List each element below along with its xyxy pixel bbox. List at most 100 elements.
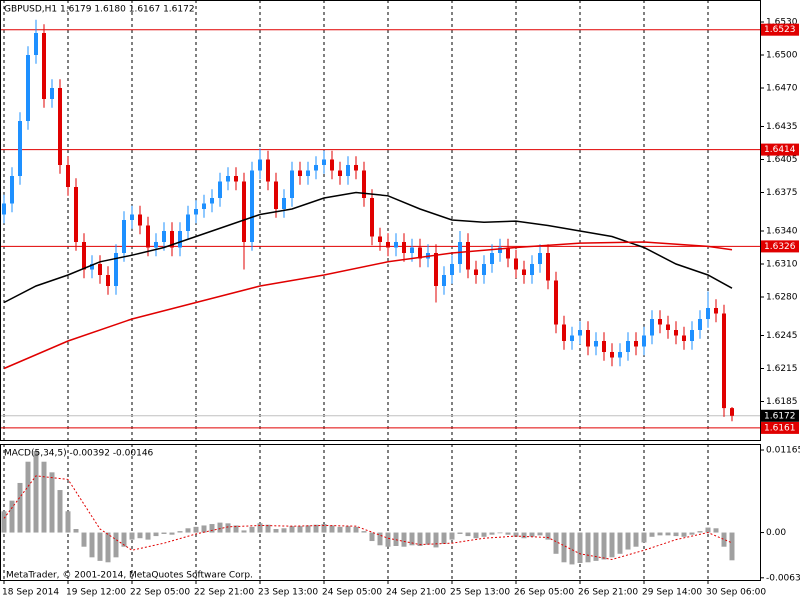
macd-bar <box>713 528 719 533</box>
macd-bar <box>65 511 71 533</box>
macd-bar <box>465 532 471 537</box>
macd-bar <box>401 532 407 547</box>
candle-body <box>514 258 518 270</box>
y-tick-label: 1.6185 <box>766 397 798 407</box>
macd-bar <box>49 472 55 533</box>
candle-body <box>274 181 278 209</box>
candle-body <box>378 236 382 242</box>
candle-body <box>402 242 406 253</box>
macd-bar <box>289 526 295 533</box>
macd-bar <box>185 528 191 533</box>
candle-body <box>42 33 46 99</box>
macd-bar <box>97 532 103 561</box>
candle-body <box>650 319 654 336</box>
macd-bar <box>633 532 639 547</box>
plot <box>1 19 735 565</box>
candle-body <box>602 341 606 352</box>
candle-body <box>226 176 230 182</box>
macd-bar <box>697 531 703 533</box>
macd-bar <box>657 532 663 536</box>
macd-bar <box>321 524 327 533</box>
candle-body <box>258 159 262 171</box>
macd-bar <box>601 532 607 560</box>
macd-bar <box>449 532 455 540</box>
macd-bar <box>329 525 335 533</box>
x-tick-label: 30 Sep 06:00 <box>706 588 766 598</box>
x-tick-label: 18 Sep 2014 <box>2 588 59 598</box>
macd-bar <box>609 532 615 558</box>
candle-body <box>26 55 30 121</box>
candle-body <box>282 198 286 209</box>
y-tick-label: 1.6245 <box>766 331 798 341</box>
candle-body <box>58 88 62 165</box>
y-tick-label: 1.6280 <box>766 293 798 303</box>
candle-body <box>250 170 254 242</box>
x-tick-label: 24 Sep 21:00 <box>386 588 446 598</box>
candle-body <box>186 214 190 231</box>
moving-average <box>3 241 733 370</box>
candle-body <box>658 319 662 325</box>
level-box <box>761 143 799 156</box>
candle-body <box>490 253 494 264</box>
macd-bar <box>433 532 439 548</box>
candle-body <box>202 203 206 209</box>
candle-body <box>178 231 182 248</box>
candle-body <box>90 264 94 270</box>
macd-bar <box>665 532 671 536</box>
level-label: 1.6414 <box>764 145 796 155</box>
candle-body <box>210 198 214 204</box>
macd-bar <box>369 532 375 542</box>
candle-body <box>642 335 646 347</box>
level-label: 1.6523 <box>764 25 796 35</box>
candle-body <box>338 170 342 176</box>
macd-bar <box>641 532 647 543</box>
macd-bar <box>105 532 111 563</box>
macd-bar <box>481 532 487 537</box>
level-label: 1.6326 <box>764 242 796 252</box>
macd-bar <box>497 532 503 534</box>
candle-body <box>690 330 694 341</box>
y-tick-label: 0.00 <box>766 528 786 538</box>
macd-bar <box>265 524 271 533</box>
macd-bar <box>393 532 399 546</box>
candle-body <box>66 165 70 187</box>
candle-body <box>122 220 126 253</box>
x-tick-label: 22 Sep 21:00 <box>194 588 254 598</box>
y-tick-label: 1.6215 <box>766 364 798 374</box>
candle-body <box>370 198 374 237</box>
footer: MetaTrader, © 2001-2014, MetaQuotes Soft… <box>6 571 253 581</box>
candle-body <box>666 324 670 330</box>
macd-signal <box>3 475 733 560</box>
macd-bar <box>225 523 231 533</box>
grid <box>0 0 760 580</box>
macd-bar <box>41 461 47 533</box>
macd-bar <box>537 532 543 536</box>
candle-body <box>162 231 166 242</box>
candle-body <box>554 280 558 325</box>
macd-bar <box>505 532 511 535</box>
candle-body <box>386 242 390 248</box>
candle-body <box>474 269 478 275</box>
candle-body <box>330 159 334 171</box>
candle-body <box>298 170 302 176</box>
macd-bar <box>217 522 223 533</box>
macd-bar <box>553 532 559 554</box>
candle-body <box>234 176 238 182</box>
moving-average <box>3 191 733 304</box>
x-tick-label: 24 Sep 05:00 <box>322 588 382 598</box>
macd-bar <box>489 532 495 535</box>
level-label: 1.6161 <box>764 423 796 433</box>
candle-body <box>322 159 326 165</box>
macd-bar <box>457 532 463 534</box>
macd-bar <box>545 532 551 540</box>
macd-bar <box>257 523 263 533</box>
x-tick-label: 29 Sep 14:00 <box>642 588 702 598</box>
macd-bar <box>305 525 311 533</box>
level-box <box>761 23 799 36</box>
x-tick-label: 25 Sep 13:00 <box>450 588 510 598</box>
y-tick-label: -0.00639 <box>766 573 800 583</box>
x-tick-label: 26 Sep 21:00 <box>578 588 638 598</box>
macd-bar <box>297 526 303 533</box>
